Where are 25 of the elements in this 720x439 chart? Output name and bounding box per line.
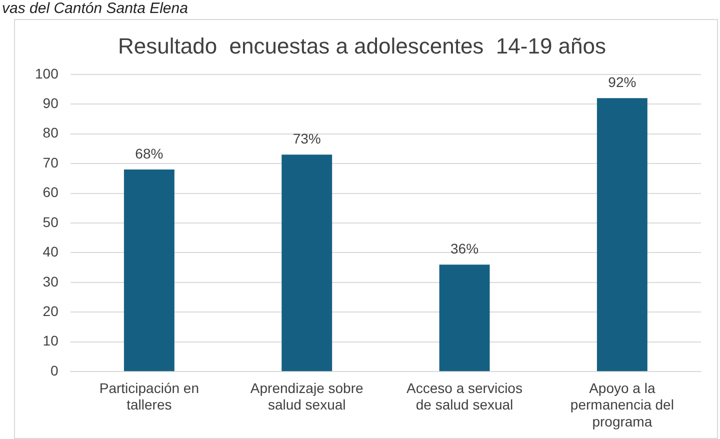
y-tick-label: 100 [35, 65, 59, 82]
y-tick-label: 90 [42, 94, 59, 111]
y-tick-label: 70 [42, 154, 59, 170]
y-tick-label: 10 [42, 332, 59, 349]
y-tick-label: 30 [42, 273, 59, 290]
chart-title: Resultado encuestas a adolescentes 14-19 años [118, 33, 606, 58]
y-tick-label: 50 [42, 214, 59, 230]
x-tick-label: Apoyo a la permanencia del programa [570, 380, 674, 430]
y-tick-label: 40 [42, 244, 59, 260]
x-tick-label: Aprendizaje sobre salud sexual [250, 380, 364, 413]
data-label: 68% [135, 145, 164, 162]
y-tick-label: 60 [42, 184, 59, 200]
y-tick-label: 0 [50, 362, 59, 378]
text: vas del Cantón Santa Elena [2, 0, 188, 17]
x-tick-label: Acceso a servicios de salud sexual [406, 380, 522, 413]
data-label: 92% [608, 74, 636, 90]
bar [439, 264, 490, 372]
bar [124, 170, 174, 372]
data-label: 73% [292, 130, 321, 147]
x-tick-label: Participación en talleres [99, 380, 199, 413]
bar [596, 98, 648, 372]
y-tick-label: 80 [42, 124, 59, 141]
data-label: 36% [450, 240, 479, 256]
y-tick-label: 20 [42, 303, 59, 320]
bar [282, 154, 332, 372]
